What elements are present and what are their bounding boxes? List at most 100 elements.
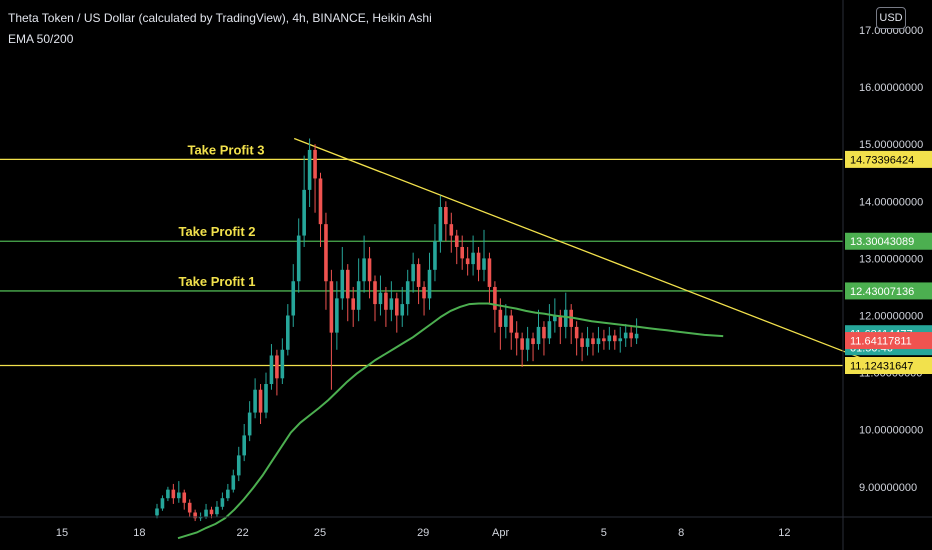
candle-body: [373, 281, 377, 305]
trendline[interactable]: [293, 137, 863, 359]
candle: [547, 304, 552, 345]
candle: [427, 252, 432, 310]
candle-body: [476, 252, 481, 270]
candle-body: [324, 224, 328, 282]
candle-body: [618, 338, 623, 342]
candle-body: [166, 489, 170, 499]
candle: [378, 275, 383, 316]
candle-body: [411, 264, 415, 282]
candle-body: [155, 508, 159, 516]
candle-body: [444, 207, 448, 225]
time-axis[interactable]: 15 18 22 25 29 Apr 5 8 12: [56, 527, 791, 539]
candle: [591, 332, 595, 356]
indicator-label[interactable]: EMA 50/200: [8, 32, 74, 46]
candle-body: [204, 509, 208, 517]
candle: [574, 321, 579, 356]
level-label-2: Take Profit 2: [178, 224, 255, 239]
candle: [335, 281, 339, 350]
candle-body: [558, 315, 563, 327]
candle: [384, 286, 388, 327]
candle: [444, 201, 448, 242]
x-tick-label: 29: [417, 527, 429, 539]
candle: [209, 506, 214, 519]
candle: [193, 509, 197, 522]
candle-body: [563, 309, 568, 327]
candle: [607, 326, 612, 350]
currency-button[interactable]: USD: [876, 7, 906, 29]
candle-body: [318, 178, 323, 225]
candle: [253, 378, 257, 419]
candle: [324, 212, 328, 310]
candle-body: [629, 332, 633, 339]
candle: [613, 329, 617, 350]
y-tick-label: 14.00000000: [859, 196, 923, 208]
candle: [187, 499, 192, 517]
candle-body: [460, 246, 464, 259]
candle: [471, 235, 475, 276]
candle: [367, 246, 372, 299]
price-badges: 14.7339642413.3004308912.4300713611.6811…: [845, 150, 932, 375]
candle: [416, 258, 421, 305]
candle-body: [253, 389, 257, 413]
candle-body: [574, 326, 579, 339]
badge-level-2: 13.30043089: [845, 232, 932, 250]
candle-body: [215, 506, 219, 515]
candle-body: [580, 338, 584, 347]
candle-body: [493, 286, 497, 310]
candle-body: [351, 298, 355, 310]
candle: [286, 304, 290, 356]
candle: [395, 292, 399, 333]
y-tick-label: 16.00000000: [859, 82, 923, 94]
candle: [247, 401, 252, 442]
candle: [531, 332, 535, 362]
candle: [389, 281, 394, 322]
candle-body: [416, 264, 421, 287]
candle-body: [340, 269, 345, 299]
candle-body: [193, 512, 197, 519]
candle: [602, 329, 606, 350]
candle-body: [335, 298, 339, 333]
candle: [400, 286, 405, 327]
candle: [373, 275, 377, 322]
candle: [313, 144, 317, 213]
price-axis[interactable]: 9.0000000010.0000000011.0000000012.00000…: [859, 25, 923, 494]
candle: [302, 155, 306, 247]
candle-body: [280, 349, 285, 379]
candle-body: [275, 355, 279, 379]
x-tick-label: Apr: [492, 527, 509, 539]
candle-body: [384, 292, 388, 310]
badge-level-4-text: 11.12431647: [850, 361, 913, 373]
candle: [411, 252, 415, 293]
y-tick-label: 9.00000000: [859, 482, 917, 494]
candle: [220, 492, 225, 510]
candle-body: [160, 498, 165, 509]
candle: [242, 423, 246, 462]
badge-level-2-text: 13.30043089: [850, 236, 914, 248]
candle: [351, 286, 355, 327]
candle: [525, 326, 530, 362]
badge-level-2-bg: [845, 232, 932, 250]
candle: [623, 324, 628, 347]
candle: [465, 246, 470, 276]
plot-area[interactable]: Take Profit 3 Take Profit 2 Take Profit 1: [0, 137, 863, 540]
x-tick-label: 18: [133, 527, 145, 539]
candle: [618, 326, 623, 353]
x-tick-label: 15: [56, 527, 68, 539]
candle: [269, 344, 274, 390]
candle-body: [209, 509, 214, 515]
chart-title: Theta Token / US Dollar (calculated by T…: [8, 11, 432, 25]
candle: [454, 229, 459, 265]
candle-body: [345, 269, 350, 299]
candle-body: [427, 269, 432, 299]
candle: [215, 501, 219, 517]
candle-body: [307, 149, 312, 190]
candle-body: [242, 435, 246, 456]
candle: [362, 235, 366, 293]
candle: [177, 481, 181, 503]
y-tick-label: 17.00000000: [859, 25, 923, 37]
candle-body: [356, 281, 361, 310]
candle: [536, 309, 541, 350]
ema-line[interactable]: [177, 302, 724, 540]
candle: [504, 304, 508, 339]
